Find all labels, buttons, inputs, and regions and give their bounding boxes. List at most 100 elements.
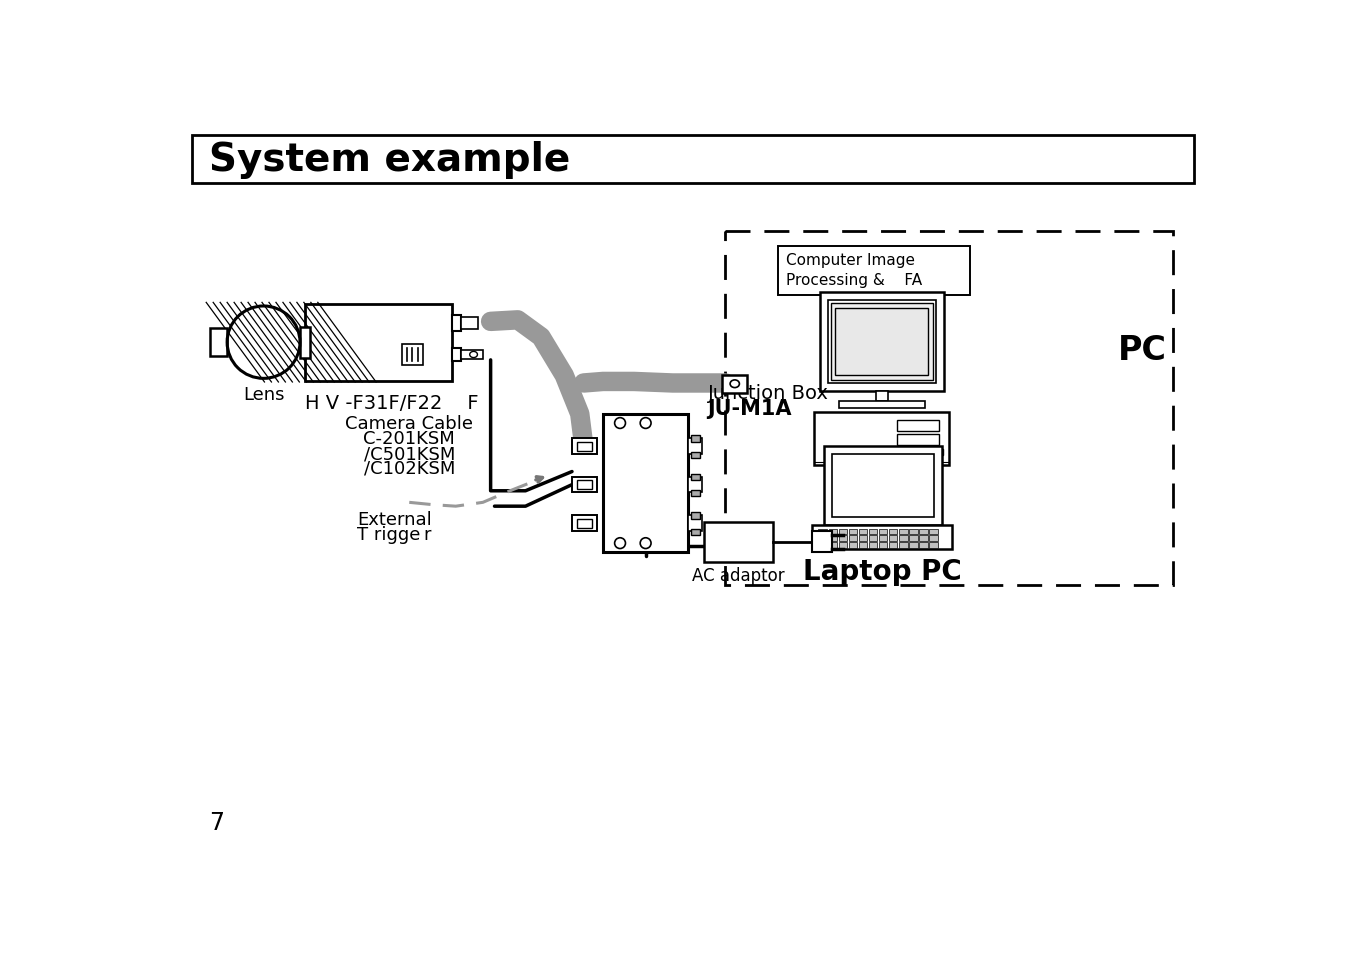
Bar [919, 536, 927, 541]
Bar [818, 529, 827, 535]
Bar [909, 529, 918, 535]
Ellipse shape [730, 380, 740, 388]
Text: JU-M1A: JU-M1A [707, 398, 792, 418]
Bar [688, 439, 702, 455]
Bar [829, 543, 837, 548]
Text: HV-F31: HV-F31 [387, 318, 430, 331]
Text: ►CCD  XGA: ►CCD XGA [342, 366, 397, 375]
Circle shape [641, 418, 652, 429]
Text: External: External [357, 511, 433, 529]
Text: H V -F31F/F22    F: H V -F31F/F22 F [304, 394, 479, 413]
Bar [722, 375, 748, 394]
Text: /C501KSM: /C501KSM [364, 445, 454, 462]
Bar [688, 477, 702, 493]
Bar [577, 442, 592, 452]
Text: Junction Box: Junction Box [707, 383, 829, 402]
Text: Laptop PC: Laptop PC [803, 558, 963, 585]
Bar [831, 304, 933, 380]
Bar [869, 536, 877, 541]
Bar [691, 529, 700, 535]
Bar [879, 543, 887, 548]
Bar [929, 529, 938, 535]
Bar [691, 452, 700, 458]
Bar [572, 439, 596, 455]
Bar [827, 300, 936, 383]
Bar [688, 516, 702, 531]
Ellipse shape [469, 352, 477, 358]
Bar [896, 420, 940, 432]
Circle shape [615, 418, 626, 429]
Text: T rigge r: T rigge r [357, 525, 431, 543]
Bar [929, 543, 938, 548]
Bar [937, 450, 944, 456]
Bar [869, 543, 877, 548]
Bar [572, 516, 596, 531]
Text: ⊕: ⊕ [311, 362, 322, 375]
Bar [829, 536, 837, 541]
Bar [836, 308, 929, 375]
Bar [896, 435, 940, 445]
Bar [779, 247, 971, 295]
Bar [909, 536, 918, 541]
Bar [402, 345, 423, 365]
Bar [304, 305, 452, 382]
Circle shape [227, 307, 300, 379]
Bar [838, 529, 848, 535]
Text: 7: 7 [210, 810, 224, 834]
Bar [879, 536, 887, 541]
Bar [919, 529, 927, 535]
Bar [577, 480, 592, 490]
Bar [691, 513, 700, 519]
Bar [829, 529, 837, 535]
Bar [726, 232, 1174, 585]
Text: C-201KSM: C-201KSM [364, 430, 456, 448]
Text: System example: System example [210, 141, 571, 179]
Bar [879, 529, 887, 535]
Bar [859, 543, 867, 548]
Bar [838, 536, 848, 541]
Bar [859, 536, 867, 541]
Text: Camera Cable: Camera Cable [345, 415, 473, 433]
Bar [929, 536, 938, 541]
Bar [813, 525, 952, 550]
Text: ⊕: ⊕ [426, 362, 437, 375]
Bar [577, 519, 592, 528]
Bar [814, 413, 949, 465]
Bar [876, 392, 888, 402]
Bar [452, 315, 461, 332]
Bar [572, 477, 596, 493]
Bar [821, 293, 944, 392]
Bar [461, 351, 483, 359]
Bar [919, 543, 927, 548]
Bar [890, 536, 898, 541]
Bar [849, 543, 857, 548]
Bar [452, 348, 461, 362]
Bar [849, 536, 857, 541]
Bar [818, 536, 827, 541]
Text: /C102KSM: /C102KSM [364, 459, 454, 477]
Bar [300, 328, 310, 358]
Bar [909, 543, 918, 548]
Bar [859, 529, 867, 535]
Text: Lens: Lens [243, 385, 284, 403]
Text: AC adaptor: AC adaptor [692, 567, 786, 585]
Bar [849, 529, 857, 535]
Bar [899, 529, 907, 535]
Bar [461, 317, 479, 330]
Bar [838, 543, 848, 548]
Bar [818, 543, 827, 548]
Text: Computer Image: Computer Image [786, 253, 915, 268]
Bar [823, 447, 942, 525]
Bar [869, 529, 877, 535]
Bar [210, 329, 227, 356]
Bar [704, 522, 773, 562]
Text: PC: PC [1118, 334, 1167, 366]
Bar [192, 136, 1194, 184]
Bar [831, 455, 934, 517]
Text: Processing &    FA: Processing & FA [786, 273, 922, 288]
Bar [603, 415, 688, 553]
Bar [691, 436, 700, 442]
Text: HITACHI: HITACHI [319, 318, 375, 331]
Bar [890, 543, 898, 548]
Bar [899, 536, 907, 541]
